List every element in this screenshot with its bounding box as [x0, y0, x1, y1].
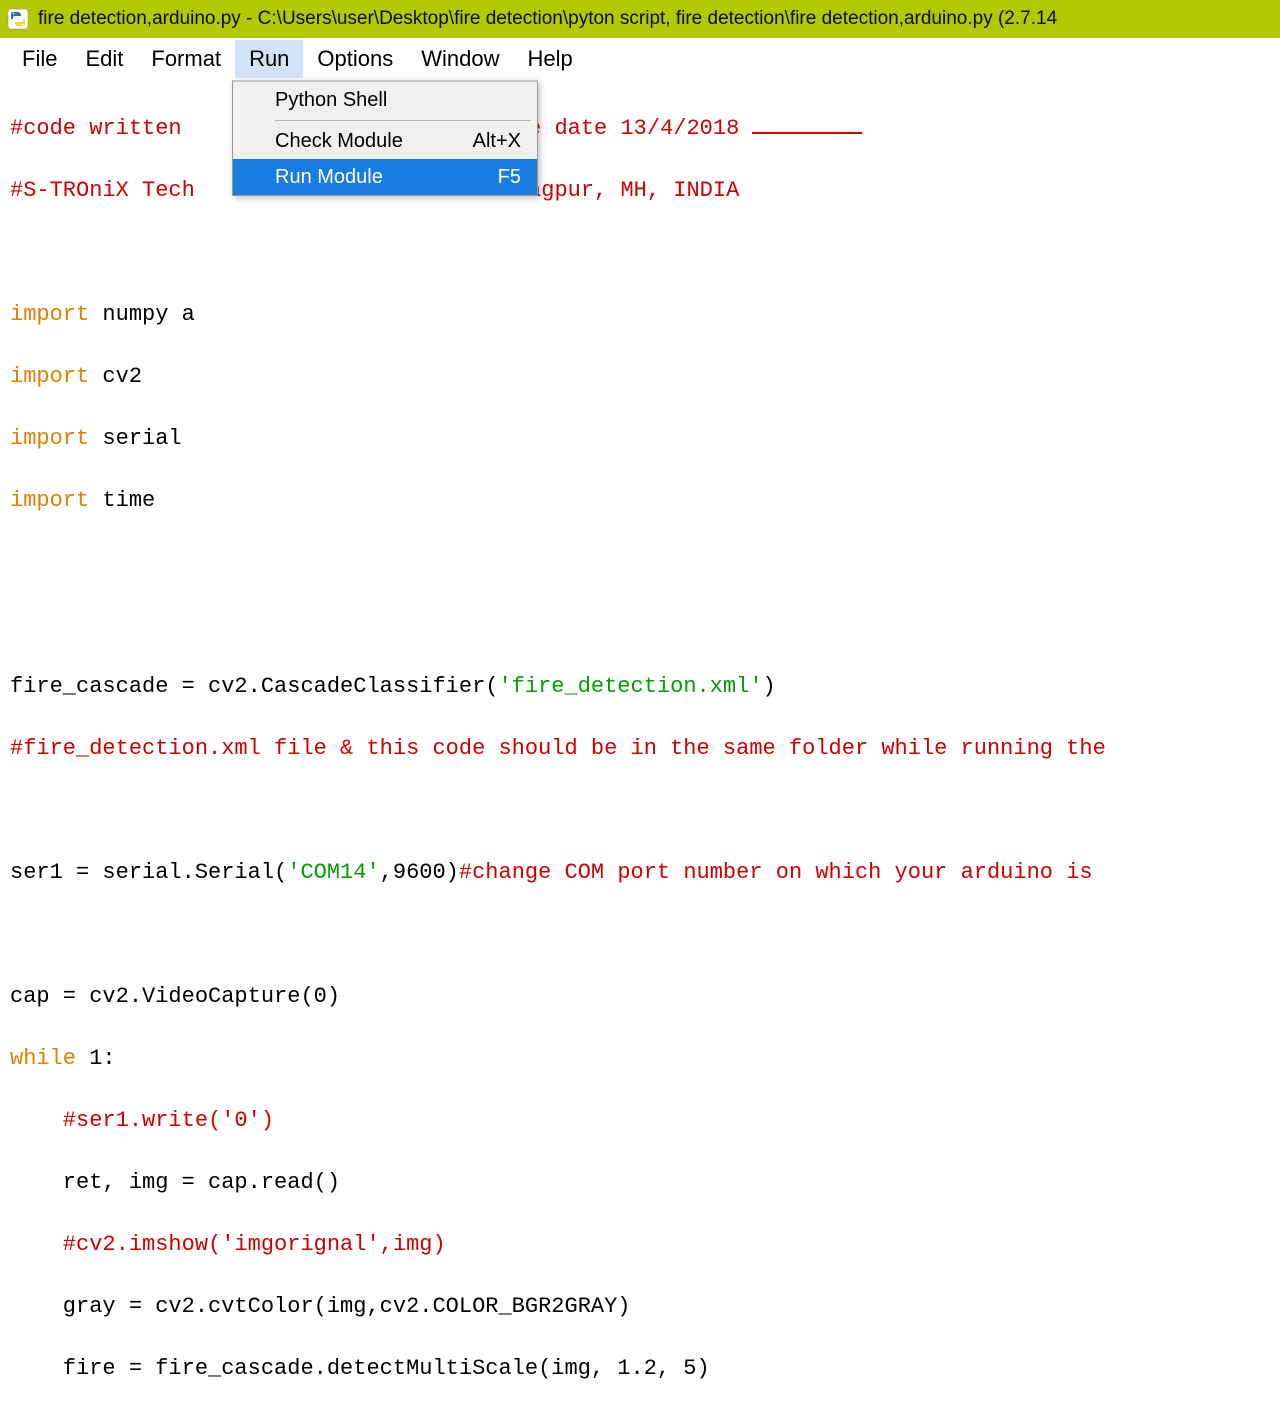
code-text: 1:	[76, 1046, 116, 1071]
menu-bar: File Edit Format Run Options Window Help	[0, 38, 1280, 80]
menu-label: Check Module	[275, 130, 473, 153]
python-idle-icon	[6, 7, 30, 31]
menu-edit[interactable]: Edit	[71, 40, 137, 78]
code-text: cv2	[89, 364, 142, 389]
code-text: 'COM14'	[287, 860, 379, 885]
menu-options[interactable]: Options	[303, 40, 407, 78]
menu-separator	[275, 120, 531, 121]
menu-format[interactable]: Format	[137, 40, 235, 78]
menu-label: Python Shell	[275, 89, 529, 112]
code-editor[interactable]: #code written re date 13/4/2018 #S-TROni…	[0, 80, 1280, 1415]
code-text: serial	[89, 426, 181, 451]
run-dropdown: Python Shell Check Module Alt+X Run Modu…	[232, 80, 538, 196]
menu-python-shell[interactable]: Python Shell	[233, 82, 537, 118]
code-text: re date 13/4/2018	[515, 116, 753, 141]
code-text: numpy a	[89, 302, 195, 327]
menu-run[interactable]: Run	[235, 40, 303, 78]
menu-file[interactable]: File	[8, 40, 71, 78]
code-text: Nagpur, MH, INDIA	[515, 178, 739, 203]
code-text: ret, img = cap.read()	[10, 1170, 340, 1195]
code-text: while	[10, 1046, 76, 1071]
code-text: cap = cv2.VideoCapture(0)	[10, 984, 340, 1009]
menu-accelerator: F5	[498, 166, 529, 189]
menu-help[interactable]: Help	[514, 40, 587, 78]
code-text: #cv2.imshow('imgorignal',img)	[10, 1232, 446, 1257]
code-text: import	[10, 302, 89, 327]
code-text: fire = fire_cascade.detectMultiScale(img…	[10, 1356, 710, 1381]
menu-run-module[interactable]: Run Module F5	[233, 159, 537, 195]
code-text: ,9600)	[380, 860, 459, 885]
code-text: import	[10, 364, 89, 389]
code-text: )	[763, 674, 776, 699]
code-text: gray = cv2.cvtColor(img,cv2.COLOR_BGR2GR…	[10, 1294, 631, 1319]
code-text: #ser1.write('0')	[10, 1108, 274, 1133]
underline-icon	[752, 132, 862, 134]
code-text: import	[10, 426, 89, 451]
menu-accelerator: Alt+X	[473, 130, 529, 153]
window-title: fire detection,arduino.py - C:\Users\use…	[38, 8, 1057, 30]
code-text: #code written	[10, 116, 195, 141]
code-text: ser1 = serial.Serial(	[10, 860, 287, 885]
title-bar: fire detection,arduino.py - C:\Users\use…	[0, 0, 1280, 38]
code-text: time	[89, 488, 155, 513]
code-text: #S-TROniX Tech	[10, 178, 195, 203]
code-text: 'fire_detection.xml'	[498, 674, 762, 699]
code-text: #change COM port number on which your ar…	[459, 860, 1106, 885]
menu-check-module[interactable]: Check Module Alt+X	[233, 123, 537, 159]
menu-label: Run Module	[275, 166, 498, 189]
code-text: import	[10, 488, 89, 513]
code-text: #fire_detection.xml file & this code sho…	[10, 736, 1106, 761]
menu-window[interactable]: Window	[407, 40, 513, 78]
code-text: fire_cascade = cv2.CascadeClassifier(	[10, 674, 498, 699]
